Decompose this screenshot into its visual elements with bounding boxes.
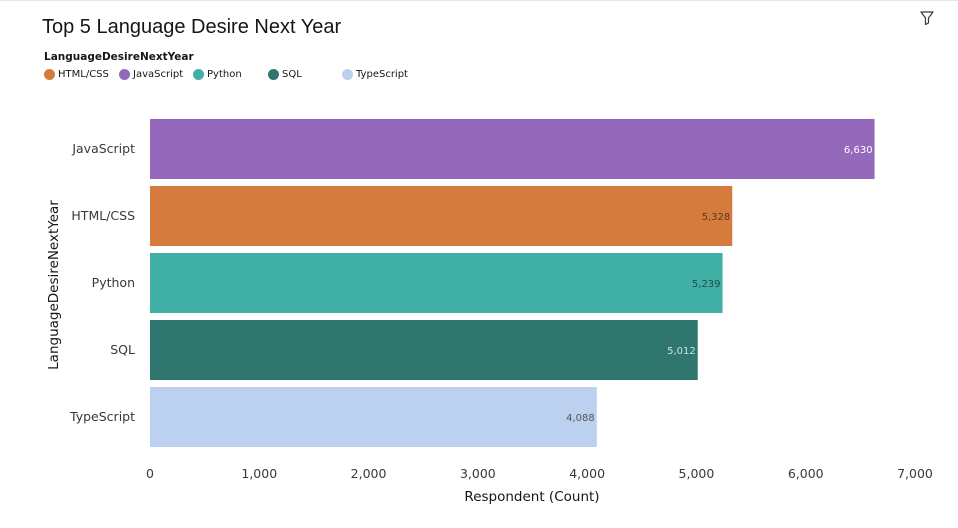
legend-title: LanguageDesireNextYear: [44, 51, 194, 63]
legend-label: SQL: [282, 68, 302, 80]
x-tick-label: 6,000: [788, 466, 824, 481]
top-border: [0, 0, 958, 1]
legend-item-sql[interactable]: SQL: [268, 67, 302, 81]
x-tick-label: 1,000: [241, 466, 277, 481]
x-tick-label: 2,000: [351, 466, 387, 481]
x-ticks-layer: 0 1,000 2,000 3,000 4,000 5,000 6,000 7,000: [146, 466, 933, 481]
legend-label: HTML/CSS: [58, 68, 109, 80]
legend-item-typescript[interactable]: TypeScript: [342, 67, 408, 81]
x-tick-label: 5,000: [679, 466, 715, 481]
legend-label: TypeScript: [356, 68, 408, 80]
x-tick-label: 4,000: [569, 466, 605, 481]
y-tick-label: SQL: [110, 342, 135, 357]
y-tick-label: JavaScript: [71, 141, 135, 156]
bar-html-css[interactable]: [150, 186, 733, 246]
legend-item-html-css[interactable]: HTML/CSS: [44, 67, 109, 81]
bars-layer: 6,630 5,328 5,239 5,012 4,088: [150, 119, 875, 447]
bar-value-label: 5,328: [702, 212, 731, 223]
x-tick-label: 0: [146, 466, 154, 481]
legend-item-python[interactable]: Python: [193, 67, 242, 81]
y-axis-title: LanguageDesireNextYear: [46, 200, 62, 370]
bar-value-label: 4,088: [566, 413, 595, 424]
chart-title: Top 5 Language Desire Next Year: [42, 16, 342, 38]
legend-swatch: [193, 68, 204, 80]
filter-icon[interactable]: [919, 10, 935, 26]
legend-label: Python: [207, 68, 242, 80]
legend-swatch: [342, 68, 353, 80]
legend-swatch: [268, 68, 279, 80]
bar-javascript[interactable]: [150, 119, 875, 179]
x-tick-label: 7,000: [897, 466, 933, 481]
legend-item-javascript[interactable]: JavaScript: [119, 67, 183, 81]
y-labels-layer: JavaScript HTML/CSS Python SQL TypeScript: [69, 141, 135, 424]
bar-sql[interactable]: [150, 320, 698, 380]
x-tick-label: 3,000: [460, 466, 496, 481]
x-axis-title: Respondent (Count): [464, 489, 599, 505]
y-tick-label: TypeScript: [69, 409, 135, 424]
legend-label: JavaScript: [133, 68, 184, 80]
y-tick-label: Python: [92, 275, 135, 290]
bar-value-label: 5,239: [692, 279, 721, 290]
legend-swatch: [44, 68, 55, 80]
legend-swatch: [119, 68, 130, 80]
bar-typescript[interactable]: [150, 387, 597, 447]
bar-value-label: 5,012: [667, 346, 696, 357]
bar-value-label: 6,630: [844, 145, 873, 156]
bar-python[interactable]: [150, 253, 723, 313]
y-tick-label: HTML/CSS: [71, 208, 135, 223]
